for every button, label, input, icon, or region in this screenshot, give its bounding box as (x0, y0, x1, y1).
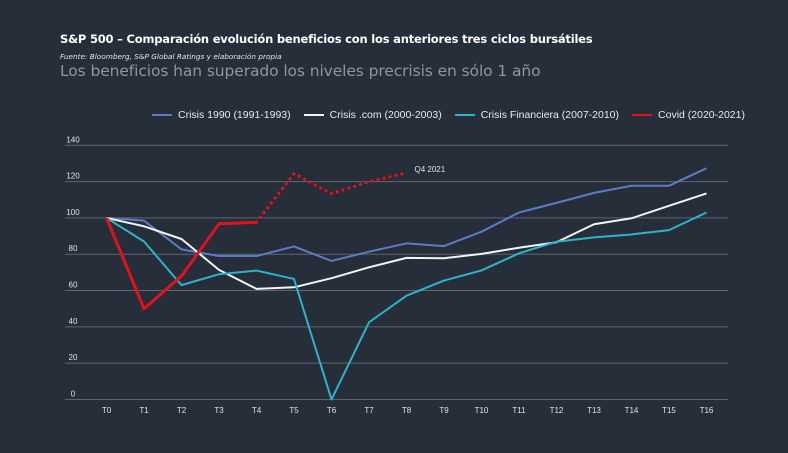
y-tick-label: 60 (69, 281, 78, 290)
chart-subtitle: Los beneficios han superado los niveles … (60, 62, 541, 80)
chart-legend: Crisis 1990 (1991-1993) Crisis .com (200… (152, 105, 758, 125)
legend-swatch (152, 114, 172, 116)
x-tick-label: T6 (327, 406, 337, 415)
x-tick-label: T13 (587, 406, 601, 415)
legend-item-crisis-1990: Crisis 1990 (1991-1993) (152, 109, 291, 121)
series-crisis-1990-1991-1993 (106, 167, 707, 262)
x-axis-ticks: T0 T1 T2 T3 T4 T5 T6 T7 T8 T9 T10 T11 T12 T13 T14 T15 T1… (102, 406, 714, 415)
series-covid-2020-2021-estimate (254, 171, 409, 224)
x-tick-label: T8 (402, 406, 412, 415)
series-line (105, 211, 707, 401)
x-tick-label: T11 (512, 406, 526, 415)
series-line (106, 192, 707, 290)
x-tick-label: T0 (102, 406, 112, 415)
y-tick-label: 40 (69, 317, 78, 326)
x-tick-label: T3 (214, 406, 224, 415)
series-line (254, 171, 409, 224)
legend-swatch (454, 114, 475, 116)
x-tick-label: T2 (177, 406, 187, 415)
series-crisis-financiera-2007-2010 (105, 211, 707, 401)
x-tick-label: T10 (475, 406, 489, 415)
gridlines (65, 144, 728, 400)
legend-swatch (632, 114, 653, 116)
x-tick-label: T16 (700, 406, 714, 415)
series-lines (105, 167, 707, 401)
x-tick-label: T1 (139, 406, 149, 415)
legend-label: Crisis Financiera (2007-2010) (480, 109, 620, 121)
legend-label: Covid (2020-2021) (658, 109, 745, 121)
y-tick-label: 100 (66, 208, 80, 217)
x-tick-label: T4 (252, 406, 262, 415)
x-tick-label: T15 (662, 406, 676, 415)
annotations: Q4 2021 (415, 165, 446, 174)
x-tick-label: T14 (625, 406, 639, 415)
legend-item-crisis-com: Crisis .com (2000-2003) (303, 109, 442, 121)
x-tick-label: T7 (364, 406, 374, 415)
legend-swatch (303, 114, 324, 116)
chart-title: S&P 500 – Comparación evolución benefici… (60, 32, 593, 46)
series-covid-2020-2021 (105, 217, 257, 311)
x-tick-label: T9 (439, 406, 449, 415)
legend-item-covid: Covid (2020-2021) (632, 109, 745, 121)
x-tick-label: T12 (550, 406, 564, 415)
y-axis-ticks: 0 20 40 60 80 100 120 140 (66, 135, 80, 398)
y-tick-label: 20 (69, 353, 78, 362)
chart-source: Fuente: Bloomberg, S&P Global Ratings y … (60, 52, 282, 61)
y-tick-label: 140 (66, 135, 80, 144)
annotation-label: Q4 2021 (415, 165, 446, 174)
legend-item-crisis-financiera: Crisis Financiera (2007-2010) (454, 109, 620, 121)
y-tick-label: 0 (71, 390, 76, 399)
series-crisis-com-2000-2003 (106, 192, 707, 290)
legend-label: Crisis .com (2000-2003) (329, 109, 442, 121)
x-tick-label: T5 (289, 406, 299, 415)
y-tick-label: 120 (66, 172, 80, 181)
y-tick-label: 80 (69, 244, 78, 253)
legend-label: Crisis 1990 (1991-1993) (178, 109, 291, 121)
